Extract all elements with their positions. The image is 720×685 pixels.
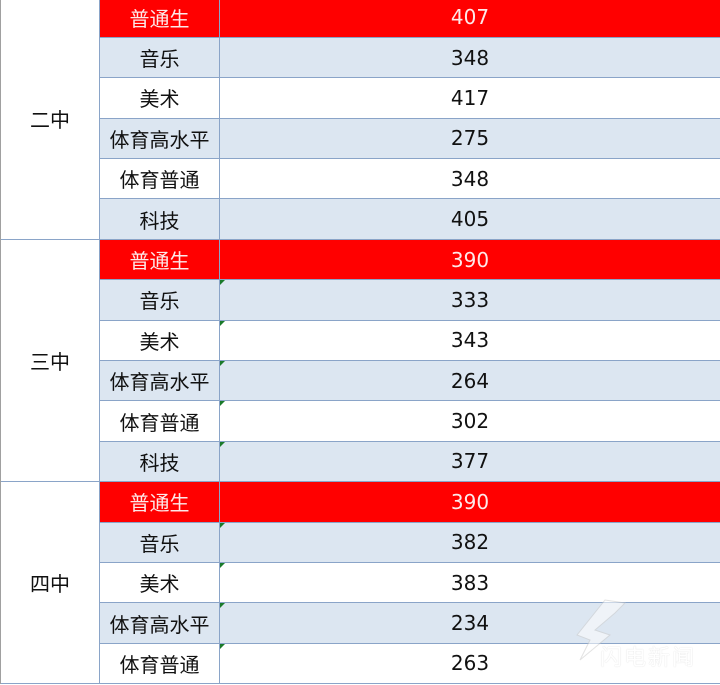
score-cell: 405 (450, 207, 490, 232)
table-row: 美术 417 (100, 78, 720, 119)
category-cell: 科技 (100, 441, 220, 482)
score-cell: 302 (450, 409, 490, 434)
category-cell: 音乐 (100, 37, 220, 78)
table-row: 普通生 390 (100, 482, 720, 523)
table-row: 体育普通 302 (100, 401, 720, 442)
table-row: 科技 405 (100, 199, 720, 240)
cell-marker-icon (220, 320, 225, 326)
score-cell: 234 (450, 611, 490, 636)
category-cell: 普通生 (100, 0, 220, 37)
cell-marker-icon (220, 603, 225, 609)
cell-marker-icon (220, 280, 225, 286)
cell-marker-icon (220, 361, 225, 367)
category-cell: 音乐 (100, 280, 220, 320)
score-cell: 377 (450, 449, 490, 474)
table-row: 普通生 407 (100, 0, 720, 38)
cell-marker-icon (220, 401, 225, 407)
category-cell: 普通生 (100, 482, 220, 522)
score-cell: 390 (450, 489, 490, 514)
category-cell: 美术 (100, 562, 220, 603)
school-group: 二中 普通生 407 音乐 348 美术 417 体育高水平 275 体育普通 348 科技 405 (0, 0, 720, 240)
category-cell: 体育高水平 (100, 118, 220, 159)
table-row: 音乐 382 (100, 522, 720, 563)
table-row: 体育高水平 264 (100, 361, 720, 402)
category-cell: 美术 (100, 320, 220, 361)
watermark-text: 闪电新闻 (600, 646, 697, 671)
cell-marker-icon (220, 643, 225, 649)
score-cell: 263 (450, 651, 490, 676)
school-name: 三中 (1, 239, 100, 483)
category-cell: 体育高水平 (100, 603, 220, 643)
table-row: 体育高水平 275 (100, 118, 720, 160)
table-row: 体育普通 263 (100, 643, 720, 685)
category-cell: 科技 (100, 199, 220, 239)
score-cell: 264 (450, 368, 490, 393)
score-cell: 383 (450, 570, 490, 595)
score-cell: 407 (450, 5, 490, 30)
category-cell: 体育普通 (100, 401, 220, 441)
category-cell: 体育普通 (100, 159, 220, 199)
table-row: 体育普通 348 (100, 159, 720, 200)
table-row: 科技 377 (100, 441, 720, 483)
score-cell: 348 (450, 45, 490, 70)
category-cell: 音乐 (100, 522, 220, 562)
category-cell: 体育普通 (100, 643, 220, 684)
score-cell: 417 (450, 85, 490, 110)
school-name: 二中 (1, 0, 100, 240)
school-name: 四中 (1, 482, 100, 685)
table-row: 音乐 333 (100, 280, 720, 321)
score-cell: 333 (450, 287, 490, 312)
school-group: 三中 普通生 390 音乐 333 美术 343 体育高水平 264 体育普通 302 科技 377 (0, 239, 720, 483)
score-cell: 382 (450, 530, 490, 555)
cell-marker-icon (220, 522, 225, 528)
cell-marker-icon (220, 562, 225, 568)
category-cell: 体育高水平 (100, 361, 220, 401)
category-cell: 普通生 (100, 239, 220, 280)
score-cell: 390 (450, 247, 490, 272)
category-cell: 美术 (100, 78, 220, 118)
table-row: 普通生 390 (100, 239, 720, 281)
score-cell: 275 (450, 126, 490, 151)
table-row: 美术 343 (100, 320, 720, 362)
score-cell: 348 (450, 166, 490, 191)
table-row: 美术 383 (100, 562, 720, 604)
score-cell: 343 (450, 328, 490, 353)
table-row: 音乐 348 (100, 37, 720, 79)
watermark-logo-icon (576, 599, 627, 661)
cell-marker-icon (220, 441, 225, 447)
